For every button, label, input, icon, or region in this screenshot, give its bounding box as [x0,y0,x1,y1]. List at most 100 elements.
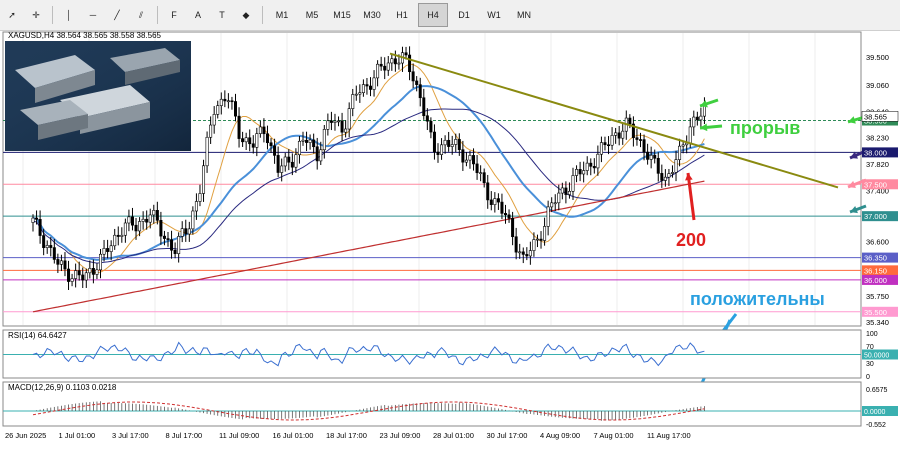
horizontal-line-icon[interactable]: ─ [89,10,97,20]
time-tick: 18 Jul 17:00 [326,431,367,440]
time-tick: 11 Jul 09:00 [219,431,259,440]
candle-body [49,245,53,248]
candle-body [91,268,95,275]
candle-body [130,216,134,226]
vertical-line-icon[interactable]: │ [66,10,72,20]
time-tick: 8 Jul 17:00 [166,431,203,440]
candle-body [454,139,458,145]
channel-icon[interactable]: ⫽ [138,9,143,20]
ma200-label: 200 [676,230,706,250]
candle-body [493,198,497,205]
timeframe-m15-button[interactable]: M15 [333,10,351,20]
candle-body [276,155,280,173]
candle-body [258,126,262,134]
price-level-badge [862,265,898,276]
macd-tick: 0.6575 [866,387,888,394]
candle-body [148,214,152,223]
toolbar-separator [52,6,53,24]
price-level-label: 38.000 [864,148,887,157]
timeframe-h4-button[interactable]: H4 [418,3,448,27]
fibonacci-icon[interactable]: F [171,10,177,20]
timeframe-d1-button[interactable]: D1 [458,10,470,20]
candle-body [507,214,511,219]
candle-body [379,63,383,67]
candle-body [422,97,426,117]
candle-body [386,62,390,71]
price-level-label: 37.500 [864,180,887,189]
candle-body [120,234,124,237]
candle-body [670,172,674,174]
candle-body [77,270,81,276]
chart-area[interactable]: 39.50039.06038.64038.23037.82037.40036.9… [0,30,900,444]
candle-body [301,139,305,142]
shapes-icon[interactable]: ◆ [242,9,250,20]
candle-body [223,98,227,102]
candle-body [596,153,600,169]
candle-body [333,120,337,123]
timeframe-m5-button[interactable]: M5 [305,10,319,20]
candle-body [415,80,419,85]
rsi-header: RSI(14) 64.6427 [8,331,67,340]
candle-body [376,63,380,79]
candle-body [113,234,117,247]
candle-body [592,166,596,169]
candle-body [464,159,468,163]
crosshair-icon[interactable]: ✛ [32,9,40,20]
time-tick: 3 Jul 17:00 [112,431,149,440]
candle-body [404,52,408,56]
cursor-icon[interactable]: ➚ [8,9,16,20]
candle-body [145,218,149,223]
ma200-arrow [686,172,696,221]
candle-body [59,260,63,265]
candle-body [436,151,440,155]
candle-body [56,259,60,265]
candle-body [344,128,348,133]
candle-body [656,157,660,174]
price-tick: 36.600 [866,238,889,247]
candle-body [297,140,301,156]
candle-body [511,217,515,238]
candle-body [70,278,74,282]
candle-body [667,173,671,178]
candle-body [347,108,351,130]
candle-body [425,115,429,122]
candle-body [205,136,209,167]
timeframe-m30-button[interactable]: M30 [363,10,381,20]
trendline-icon[interactable]: ╱ [114,9,120,20]
candle-body [589,162,593,167]
timeframe-m1-button[interactable]: M1 [275,10,289,20]
candle-body [109,245,113,252]
toolbar-separator [157,6,158,24]
candle-body [173,249,177,254]
ma200-arrow-head [685,173,693,181]
candle-body [95,269,99,275]
candle-body [99,253,103,271]
candle-body [38,219,42,236]
candle-body [81,274,85,281]
candle-body [475,163,479,174]
candle-body [216,105,220,115]
timeframe-w1-button[interactable]: W1 [487,10,501,20]
candle-body [681,144,685,147]
candle-body [209,124,213,138]
price-tick: 39.060 [866,81,889,90]
candle-body [699,115,703,121]
time-tick: 4 Aug 09:00 [540,431,580,440]
candle-body [383,65,387,71]
candle-body [219,98,223,106]
candle-body [184,228,188,235]
text-icon[interactable]: A [194,10,201,20]
candle-body [141,218,145,222]
price-level-label: 36.000 [864,276,887,285]
candle-body [226,100,230,103]
label-icon[interactable]: T [219,10,225,20]
price-tick: 38.230 [866,134,889,143]
candle-body [631,123,635,139]
candle-body [74,270,78,279]
candle-body [191,210,195,230]
candle-body [294,154,298,168]
candle-body [319,149,323,162]
timeframe-mn-button[interactable]: MN [517,10,531,20]
timeframe-h1-button[interactable]: H1 [396,10,408,20]
candle-body [116,234,120,237]
